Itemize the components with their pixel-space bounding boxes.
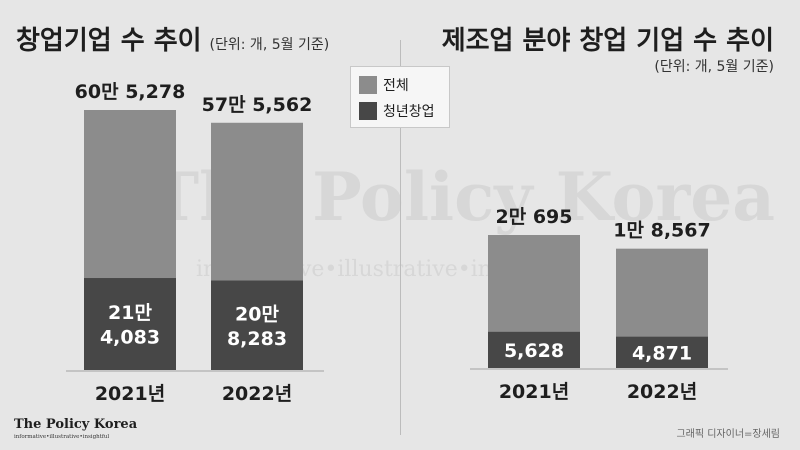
legend-swatch-total xyxy=(359,76,377,94)
left-chart-title: 창업기업 수 추이 xyxy=(16,26,202,56)
right-label-youth-0: 5,628 xyxy=(504,340,564,362)
legend-label-total: 전체 xyxy=(383,78,409,94)
legend-item-total: 전체 xyxy=(359,75,409,95)
right-chart-baseline xyxy=(470,368,728,370)
panel-divider xyxy=(400,40,401,435)
left-bar-youth-1 xyxy=(211,280,303,370)
right-label-total-0: 2만 695 xyxy=(496,206,573,228)
right-category-0: 2021년 xyxy=(499,381,569,403)
left-label-youth-0: 21만 4,083 xyxy=(100,302,160,349)
right-label-total-1: 1만 8,567 xyxy=(613,220,710,242)
left-label-youth-1: 20만 8,283 xyxy=(227,303,287,350)
right-bar-youth-0 xyxy=(488,331,580,368)
right-chart-unit: (단위: 개, 5월 기준) xyxy=(654,59,774,75)
legend: 전체 청년창업 xyxy=(350,66,450,128)
left-bar-youth-0 xyxy=(84,278,176,370)
left-chart-title-row: 창업기업 수 추이 (단위: 개, 5월 기준) xyxy=(16,20,329,57)
brand-logo: The Policy Korea xyxy=(14,417,138,432)
right-label-youth-1: 4,871 xyxy=(632,342,692,364)
left-chart-unit: (단위: 개, 5월 기준) xyxy=(209,37,330,53)
designer-credit: 그래픽 디자이너=장세림 xyxy=(676,429,780,440)
left-label-total-1: 57만 5,562 xyxy=(202,94,313,116)
left-chart-baseline xyxy=(66,370,324,372)
legend-swatch-youth xyxy=(359,102,377,120)
left-category-0: 2021년 xyxy=(95,383,165,405)
left-label-total-0: 60만 5,278 xyxy=(75,81,186,103)
right-bar-youth-1 xyxy=(616,336,708,368)
legend-item-youth: 청년창업 xyxy=(359,101,435,121)
right-chart-title: 제조업 분야 창업 기업 수 추이 xyxy=(441,26,774,56)
right-category-1: 2022년 xyxy=(627,381,697,403)
brand-tagline: informative•illustrative•insightful xyxy=(14,434,110,440)
legend-label-youth: 청년창업 xyxy=(383,104,435,120)
left-category-1: 2022년 xyxy=(222,383,292,405)
